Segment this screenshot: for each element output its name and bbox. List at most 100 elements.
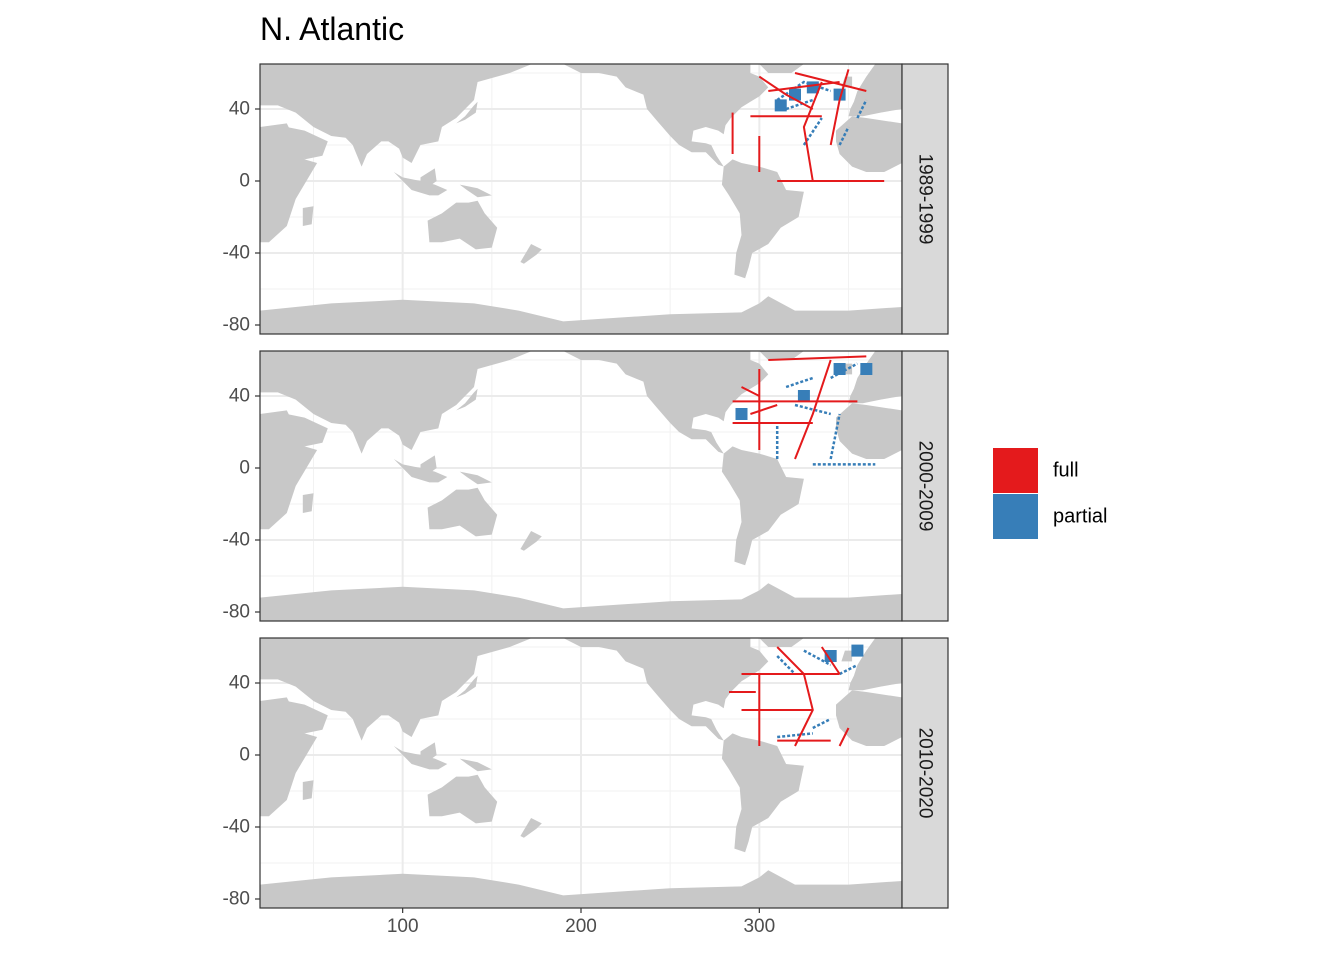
- facet-strip-label: 2010-2020: [915, 728, 936, 819]
- land-polygon: [286, 701, 328, 734]
- partial-cell-cluster: [860, 363, 873, 375]
- partial-cell-cluster: [797, 390, 810, 402]
- partial-track: [838, 126, 850, 146]
- y-tick-label: -80: [223, 602, 250, 623]
- land-polygon: [836, 403, 902, 459]
- partial-track: [829, 413, 841, 460]
- land-polygon: [721, 159, 804, 279]
- facet-panel-2: 2000-2009 40 0 -40 -80: [223, 350, 949, 623]
- land-polygon: [759, 638, 804, 647]
- full-track: [802, 81, 823, 182]
- land-polygon: [302, 493, 314, 513]
- facet-panel-1: 1989-1999 40 0 -40 -80: [223, 63, 949, 336]
- partial-cell-cluster: [833, 363, 846, 375]
- land-polygon: [260, 638, 546, 741]
- partial-cell-cluster: [735, 408, 748, 420]
- land-polygon: [520, 818, 542, 838]
- land-mass: [260, 351, 902, 621]
- x-tick-label: 200: [565, 916, 597, 937]
- partial-track: [830, 362, 858, 380]
- y-tick-label: -80: [223, 315, 250, 336]
- legend-label: full: [1053, 460, 1079, 482]
- y-tick-label: 40: [229, 99, 250, 120]
- partial-track: [856, 99, 868, 119]
- track-data: [731, 69, 885, 182]
- legend-label: partial: [1053, 506, 1107, 528]
- land-polygon: [563, 351, 769, 454]
- land-polygon: [459, 184, 492, 198]
- facet-strip: [901, 63, 949, 335]
- land-polygon: [456, 101, 478, 124]
- track-data: [732, 355, 876, 466]
- land-polygon: [260, 123, 318, 243]
- legend-key-partial: [993, 494, 1038, 539]
- full-track: [741, 386, 760, 397]
- land-polygon: [459, 758, 492, 772]
- y-tick-label: 40: [229, 673, 250, 694]
- y-tick-label: -40: [223, 817, 250, 838]
- partial-track: [839, 663, 858, 676]
- land-polygon: [302, 206, 314, 226]
- full-track: [758, 75, 814, 110]
- y-tick-label: -40: [223, 243, 250, 264]
- y-tick-label: 0: [239, 458, 250, 479]
- partial-cell-cluster: [824, 650, 837, 662]
- land-polygon: [427, 774, 498, 824]
- land-polygon: [848, 64, 902, 117]
- land-polygon: [286, 414, 328, 447]
- land-polygon: [427, 487, 498, 537]
- land-polygon: [260, 296, 902, 334]
- facet-strip: [901, 350, 949, 622]
- land-polygon: [260, 870, 902, 908]
- y-tick-label: 0: [239, 171, 250, 192]
- x-axis: 100 200 300: [387, 908, 775, 937]
- land-polygon: [721, 733, 804, 853]
- land-polygon: [520, 244, 542, 264]
- land-polygon: [420, 168, 437, 187]
- land-polygon: [420, 455, 437, 474]
- y-tick-label: 40: [229, 386, 250, 407]
- partial-track: [803, 649, 832, 667]
- facet-strip-label: 2000-2009: [915, 441, 936, 532]
- full-track: [820, 646, 841, 675]
- full-track: [838, 727, 850, 747]
- land-polygon: [836, 690, 902, 746]
- land-polygon: [520, 531, 542, 551]
- partial-cell-cluster: [851, 644, 864, 657]
- land-polygon: [427, 200, 498, 250]
- full-track: [750, 404, 778, 415]
- full-track: [794, 359, 832, 460]
- partial-track: [777, 732, 813, 739]
- land-polygon: [456, 675, 478, 698]
- land-polygon: [302, 780, 314, 800]
- land-polygon: [563, 638, 769, 741]
- partial-track: [794, 403, 832, 416]
- land-polygon: [459, 471, 492, 485]
- partial-track: [776, 655, 796, 675]
- land-polygon: [759, 351, 804, 360]
- land-polygon: [260, 583, 902, 621]
- y-tick-label: 0: [239, 745, 250, 766]
- land-polygon: [286, 127, 328, 160]
- land-mass: [260, 64, 902, 334]
- facet-strip: [901, 637, 949, 909]
- land-polygon: [260, 351, 546, 454]
- x-tick-label: 100: [387, 916, 419, 937]
- land-polygon: [563, 64, 769, 167]
- facet-panel-3: 2010-2020 40 0 -40 -80: [223, 637, 949, 910]
- chart-title: N. Atlantic: [260, 11, 404, 47]
- full-track: [829, 69, 850, 146]
- land-polygon: [836, 116, 902, 172]
- facet-strip-label: 1989-1999: [915, 154, 936, 245]
- land-polygon: [848, 351, 902, 404]
- y-tick-label: -80: [223, 889, 250, 910]
- land-polygon: [260, 64, 546, 167]
- land-polygon: [721, 446, 804, 566]
- land-polygon: [420, 742, 437, 761]
- full-track: [768, 355, 867, 361]
- y-tick-label: -40: [223, 530, 250, 551]
- partial-track: [812, 717, 832, 730]
- land-polygon: [841, 650, 853, 662]
- land-polygon: [260, 410, 318, 530]
